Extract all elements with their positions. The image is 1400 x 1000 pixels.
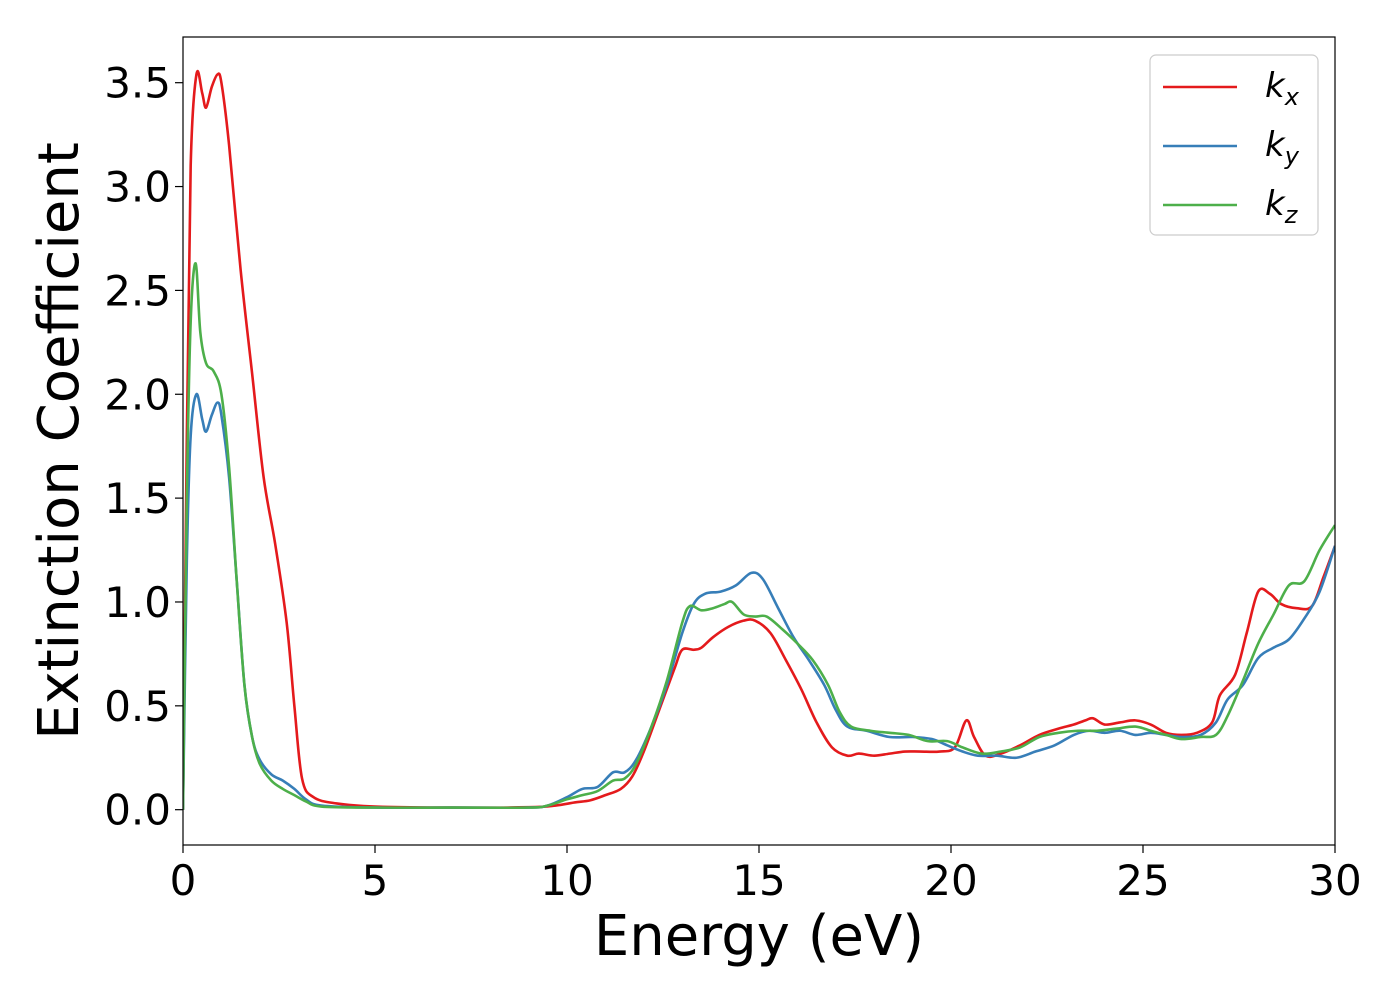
y-axis: 0.0 0.5 1.0 1.5 2.0 2.5 3.0 3.5: [104, 59, 183, 835]
x-axis-title: Energy (eV): [594, 904, 924, 969]
x-tick-label: 30: [1308, 856, 1361, 905]
series-line-kz: [183, 262, 1335, 810]
x-tick-label: 5: [362, 856, 389, 905]
y-tick-label: 3.0: [104, 163, 171, 212]
series-layer: [183, 70, 1335, 810]
y-axis-title: Extinction Coefficient: [27, 142, 92, 740]
series-line-kx: [183, 70, 1335, 810]
y-tick-label: 1.0: [104, 578, 171, 627]
x-tick-label: 0: [170, 856, 197, 905]
y-tick-label: 2.0: [104, 370, 171, 419]
x-axis: 0 5 10 15 20 25 30: [170, 845, 1362, 905]
y-tick-label: 0.0: [104, 786, 171, 835]
legend-label: kx: [1265, 66, 1300, 111]
y-tick-label: 3.5: [104, 59, 171, 108]
x-tick-label: 20: [924, 856, 977, 905]
y-tick-label: 0.5: [104, 682, 171, 731]
y-tick-label: 1.5: [104, 474, 171, 523]
y-tick-label: 2.5: [104, 266, 171, 315]
x-tick-label: 25: [1116, 856, 1169, 905]
legend-label: ky: [1265, 125, 1300, 170]
legend-label: kz: [1265, 184, 1299, 229]
x-tick-label: 15: [732, 856, 785, 905]
x-tick-label: 10: [540, 856, 593, 905]
legend: kx ky kz: [1149, 54, 1319, 236]
